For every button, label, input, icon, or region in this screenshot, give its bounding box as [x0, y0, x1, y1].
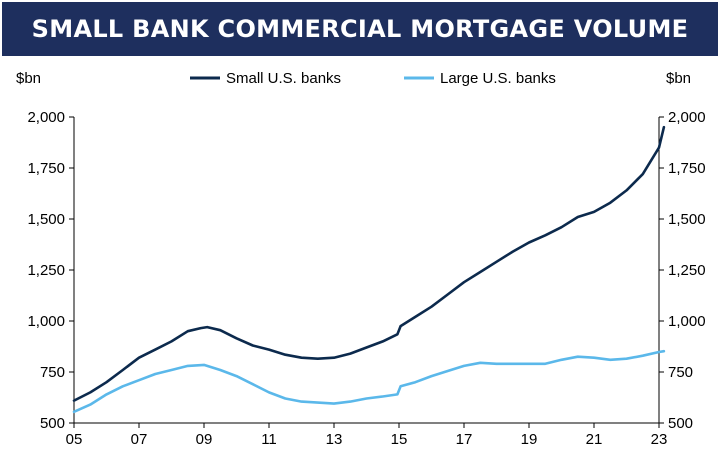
x-tick-label: 05	[66, 431, 83, 448]
y-tick-label-right: 2,000	[668, 109, 706, 126]
y-tick-label-right: 1,500	[668, 211, 706, 228]
y-tick-label-right: 1,750	[668, 160, 706, 177]
x-tick-label: 15	[391, 431, 408, 448]
x-tick-label: 07	[131, 431, 148, 448]
x-tick-label: 11	[261, 431, 277, 448]
y-tick-label-left: 750	[40, 364, 65, 381]
y-tick-label-left: 1,500	[27, 211, 65, 228]
x-tick-label: 13	[326, 431, 343, 448]
series-line-large-u-s-banks	[72, 349, 666, 414]
x-tick-label: 17	[456, 431, 473, 448]
y-tick-label-right: 1,000	[668, 313, 706, 330]
y-tick-label-right: 1,250	[668, 262, 706, 279]
y-tick-label-left: 1,000	[27, 313, 65, 330]
y-tick-label-left: 1,250	[27, 262, 65, 279]
y-axis-unit-left: $bn	[16, 70, 41, 87]
x-tick-label: 19	[521, 431, 538, 448]
x-tick-label: 09	[196, 431, 213, 448]
y-tick-label-left: 1,750	[27, 160, 65, 177]
chart-title: SMALL BANK COMMERCIAL MORTGAGE VOLUME	[31, 15, 689, 43]
x-tick-label: 23	[651, 431, 668, 448]
y-tick-label-left: 2,000	[27, 109, 65, 126]
series-line-small-u-s-banks	[72, 125, 666, 402]
y-tick-label-right: 500	[668, 415, 693, 432]
chart-axes: 500 500 750 750 1,000 1,000 1,250 1,250 1,500 1,5…	[16, 70, 706, 448]
y-axis-unit-right: $bn	[666, 70, 691, 87]
x-tick-label: 21	[586, 431, 603, 448]
legend: Small U.S. banks Large U.S. banks	[190, 70, 556, 87]
legend-label-large-u-s-banks: Large U.S. banks	[440, 70, 556, 87]
plot-area	[72, 125, 666, 414]
legend-label-small-u-s-banks: Small U.S. banks	[226, 70, 341, 87]
chart-title-banner: SMALL BANK COMMERCIAL MORTGAGE VOLUME	[2, 2, 718, 56]
y-tick-label-right: 750	[668, 364, 693, 381]
y-tick-label-left: 500	[40, 415, 65, 432]
